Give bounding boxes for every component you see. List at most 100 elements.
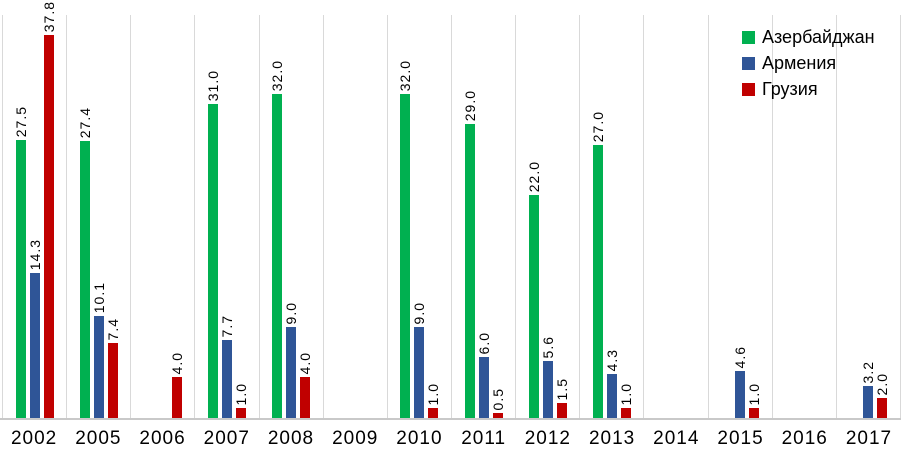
legend-item-georgia: Грузия [742, 79, 875, 100]
bar-slot: 2.0 [874, 15, 891, 418]
bar-value-label: 1.0 [617, 382, 634, 405]
bar-Азербайджан-2008 [272, 94, 283, 418]
bar-Азербайджан-2010 [400, 94, 411, 418]
legend: Азербайджан Армения Грузия [742, 27, 875, 100]
bar-slot: 3.2 [860, 15, 876, 418]
bar-slot: 7.7 [218, 15, 235, 418]
category-column-2012: 22.0 5.6 1.5 [516, 15, 581, 418]
bar-slot: 1.0 [617, 15, 634, 418]
bar-value-label: 32.0 [397, 59, 414, 91]
bar-value-label: 37.8 [40, 0, 57, 32]
bar-group-2007: 31.0 7.7 1.0 [204, 15, 249, 418]
bar-value-label: 7.7 [218, 314, 235, 337]
x-axis-label-2012: 2012 [524, 427, 571, 449]
x-axis: 2002 2005 2006 2007 2008 2009 2010 2011 2012 2013… [0, 422, 901, 455]
bar-Азербайджан-2012 [528, 195, 539, 418]
x-axis-label-2016: 2016 [781, 427, 828, 449]
bar-value-label: 2.0 [874, 372, 891, 395]
plot-area: 27.5 14.3 37.8 27.4 10.1 7.4 4.0 31.0 7.7 1.0 32.0… [0, 1, 901, 420]
legend-label-georgia: Грузия [762, 79, 818, 99]
bar-Армения-2017 [863, 386, 874, 418]
x-axis-label-2002: 2002 [10, 427, 58, 449]
bar-slot: 1.0 [425, 15, 441, 418]
bar-slot [685, 15, 695, 418]
bar-value-label: 4.3 [603, 348, 620, 371]
bar-slot: 1.5 [554, 15, 570, 418]
bar-slot: 1.0 [746, 15, 763, 418]
bar-Азербайджан-2005 [79, 141, 90, 418]
bar-group-2002: 27.5 14.3 37.8 [13, 1, 57, 418]
bar-group-2017: 3.2 2.0 [849, 15, 891, 418]
bar-value-label: 6.0 [475, 331, 492, 354]
category-column-2008: 32.0 9.0 4.0 [260, 15, 324, 418]
bar-Грузия-2007 [235, 408, 246, 418]
legend-item-armenia: Армения [742, 53, 875, 74]
category-column-2017: 3.2 2.0 [837, 15, 901, 418]
bar-group-2013: 27.0 4.3 1.0 [589, 15, 634, 418]
x-axis-label-2014: 2014 [653, 427, 700, 449]
bar-Грузия-2011 [492, 413, 503, 418]
bar-Армения-2010 [414, 327, 425, 418]
bar-Армения-2007 [221, 340, 232, 418]
bar-value-label: 4.0 [168, 351, 185, 374]
bar-Армения-2005 [93, 316, 104, 418]
x-axis-label-2010: 2010 [396, 427, 443, 449]
bar-value-label: 10.1 [90, 281, 107, 313]
bar-slot: 0.5 [489, 15, 506, 418]
bar-group-2015: 4.6 1.0 [721, 15, 763, 418]
bar-slot: 4.3 [603, 15, 620, 418]
bar-group-2012: 22.0 5.6 1.5 [526, 15, 570, 418]
bar-Азербайджан-2007 [207, 104, 218, 418]
bar-value-label: 9.0 [411, 301, 428, 324]
bar-Армения-2011 [478, 357, 489, 418]
category-column-2002: 27.5 14.3 37.8 [2, 1, 68, 418]
bar-Грузия-2012 [556, 403, 567, 418]
bar-slot: 32.0 [269, 15, 285, 418]
category-column-2009 [324, 15, 388, 418]
x-axis-label-2008: 2008 [267, 427, 315, 449]
bar-slot [671, 15, 681, 418]
bar-value-label: 1.0 [232, 382, 249, 405]
bar-Грузия-2013 [620, 408, 631, 418]
bar-value-label: 0.5 [489, 387, 506, 410]
bar-Грузия-2002 [43, 35, 54, 418]
bar-Армения-2008 [286, 327, 297, 418]
bar-slot: 10.1 [90, 15, 107, 418]
bar-slot: 32.0 [397, 15, 414, 418]
x-axis-label-2006: 2006 [139, 427, 186, 449]
x-axis-label-2009: 2009 [332, 427, 379, 449]
bar-Азербайджан-2002 [15, 140, 26, 418]
bar-slot: 4.6 [732, 15, 748, 418]
category-column-2011: 29.0 6.0 0.5 [452, 15, 517, 418]
bar-value-label: 1.0 [746, 382, 763, 405]
category-column-2014 [644, 15, 709, 418]
bar-slot [350, 15, 360, 418]
bar-group-2010: 32.0 9.0 1.0 [397, 15, 441, 418]
bar-value-label: 27.4 [76, 106, 93, 138]
bar-Армения-2015 [735, 371, 746, 418]
bar-Грузия-2008 [300, 377, 311, 418]
bar-slot [721, 15, 731, 418]
legend-swatch-georgia-icon [742, 83, 755, 96]
bar-Грузия-2006 [171, 377, 182, 418]
bar-group-2005: 27.4 10.1 7.4 [76, 15, 121, 418]
bar-group-2009 [336, 15, 374, 418]
bar-Грузия-2010 [428, 408, 439, 418]
bar-slot: 27.5 [13, 15, 29, 418]
bar-Азербайджан-2011 [464, 124, 475, 418]
bar-value-label: 27.0 [589, 110, 606, 142]
bar-slot: 1.0 [232, 15, 249, 418]
bar-Грузия-2017 [877, 398, 888, 418]
bar-value-label: 7.4 [104, 317, 121, 340]
legend-label-azerbaijan: Азербайджан [762, 27, 875, 47]
bar-slot [657, 15, 667, 418]
bar-slot: 9.0 [283, 15, 300, 418]
bar-slot: 27.0 [589, 15, 606, 418]
x-axis-label-2005: 2005 [75, 427, 122, 449]
bar-slot: 22.0 [526, 15, 542, 418]
x-axis-label-2011: 2011 [461, 427, 507, 449]
bar-value-label: 9.0 [283, 301, 300, 324]
legend-swatch-armenia-icon [742, 57, 755, 70]
bar-slot: 7.4 [104, 15, 121, 418]
bar-value-label: 31.0 [204, 69, 221, 101]
